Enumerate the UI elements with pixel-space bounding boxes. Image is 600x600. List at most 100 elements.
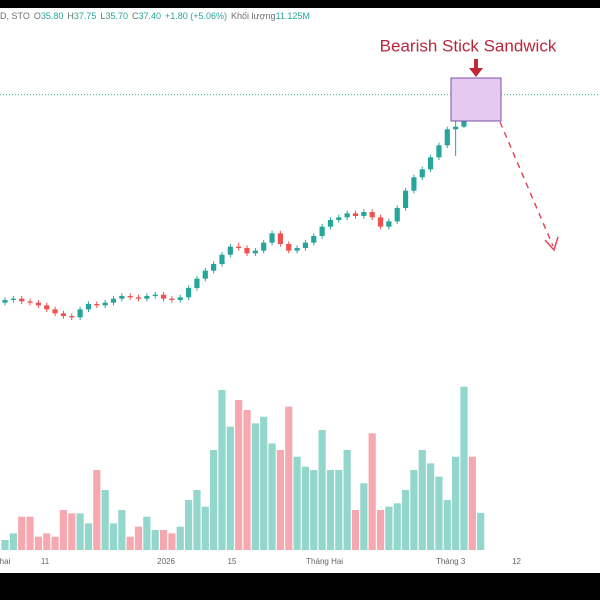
candle-body [77, 309, 83, 318]
candle-body [27, 301, 33, 303]
volume-bar [285, 406, 293, 550]
volume-bar [468, 456, 476, 550]
volume-bar [84, 523, 93, 550]
candle-body [427, 157, 434, 170]
volume-bar [43, 533, 51, 550]
candle-body [269, 233, 275, 243]
candle-body [94, 304, 100, 306]
volume-bar [326, 470, 335, 550]
candle-body [127, 296, 133, 298]
plot: hai 11 2026 15 Tháng Hai Tháng 3 12 [0, 90, 600, 566]
candle-body [386, 221, 392, 227]
volume-bar [251, 423, 259, 550]
legend-text: 11.125M [276, 11, 310, 21]
volume-bar [168, 533, 176, 550]
candle-body [202, 270, 208, 279]
x-tick-label: Tháng Hai [306, 557, 343, 566]
volume-bar [151, 530, 159, 550]
candle-body [369, 212, 375, 218]
candle-body [411, 177, 417, 191]
candle-body [135, 297, 142, 299]
candle-body [160, 294, 167, 299]
volume-bar [143, 516, 151, 550]
candle-body [261, 242, 267, 251]
volume-bar [176, 526, 184, 550]
candle-body [152, 294, 158, 296]
volume-bar [101, 490, 109, 550]
volume-bar [351, 510, 360, 550]
candle-body [277, 233, 283, 244]
candle-body [219, 254, 225, 264]
candle-body [35, 302, 41, 306]
volume-bar [435, 476, 443, 550]
volume-bar [51, 536, 59, 550]
candle-body [311, 236, 317, 243]
volume-bar [184, 500, 193, 550]
candle-body [402, 190, 409, 208]
volume-bar [426, 463, 435, 550]
volume-bar [310, 470, 318, 550]
volume-bar [335, 470, 343, 550]
volume-bar [401, 490, 410, 550]
x-tick-label: 15 [228, 557, 237, 566]
projection-arrow-head [544, 236, 559, 252]
candle-body [444, 129, 450, 146]
volume-bar [134, 526, 143, 550]
candle-body [327, 220, 334, 227]
legend-text: O [34, 11, 41, 21]
volume-bar [260, 416, 268, 550]
candle-body [44, 305, 50, 310]
pattern-box [450, 77, 502, 122]
x-tick-label: 11 [41, 557, 50, 566]
volume-bar [360, 483, 368, 550]
candle-body [252, 250, 258, 254]
volume-bar [368, 433, 376, 550]
legend-text: Khối lượng [231, 11, 275, 21]
volume-bar [477, 512, 485, 550]
legend-text: 37.40 [138, 11, 161, 21]
volume-bar [193, 490, 201, 550]
candle-body [436, 145, 442, 158]
volume-bar [59, 510, 68, 550]
candle-body [85, 304, 92, 310]
candle-body [419, 169, 425, 178]
volume-bar [343, 450, 351, 550]
candle-body [144, 296, 150, 299]
candle-body [169, 298, 175, 300]
arrow-head [469, 68, 483, 77]
candle-body [394, 208, 400, 222]
volume-bar [126, 536, 134, 550]
volume-bar [9, 533, 17, 550]
candle-body [19, 298, 25, 302]
x-tick-label: hai [0, 557, 11, 566]
volume-bar [376, 510, 385, 550]
candle-body [302, 242, 309, 248]
volume-bar [393, 503, 401, 550]
candle-body [377, 217, 384, 227]
volume-bar [218, 390, 226, 550]
volume-bar [243, 410, 251, 550]
legend-text: C [132, 11, 139, 21]
candle-body [119, 296, 125, 299]
volume-bar [201, 506, 209, 550]
volume-bar [276, 450, 284, 550]
candle-body [10, 298, 16, 300]
volume-bar [226, 426, 234, 550]
volume-bar [443, 500, 451, 550]
volume-bar [452, 456, 460, 550]
candle-body [336, 217, 342, 220]
volume-bar [235, 400, 243, 550]
annotation: Bearish Stick Sandwick [380, 36, 557, 55]
volume-bar [293, 456, 301, 550]
candle-body [227, 246, 233, 255]
volume-bar [268, 443, 276, 550]
legend-text: 35.70 [105, 11, 128, 21]
legend-text: 35.80 [41, 11, 64, 21]
volume-bar [18, 516, 26, 550]
legend-header: D, STO O35.80 H37.75 L35.70 C37.40 +1.80 (+5.… [0, 11, 310, 21]
candle-body [2, 300, 8, 303]
volume-bar [460, 386, 468, 550]
projection-arrow [499, 121, 554, 247]
